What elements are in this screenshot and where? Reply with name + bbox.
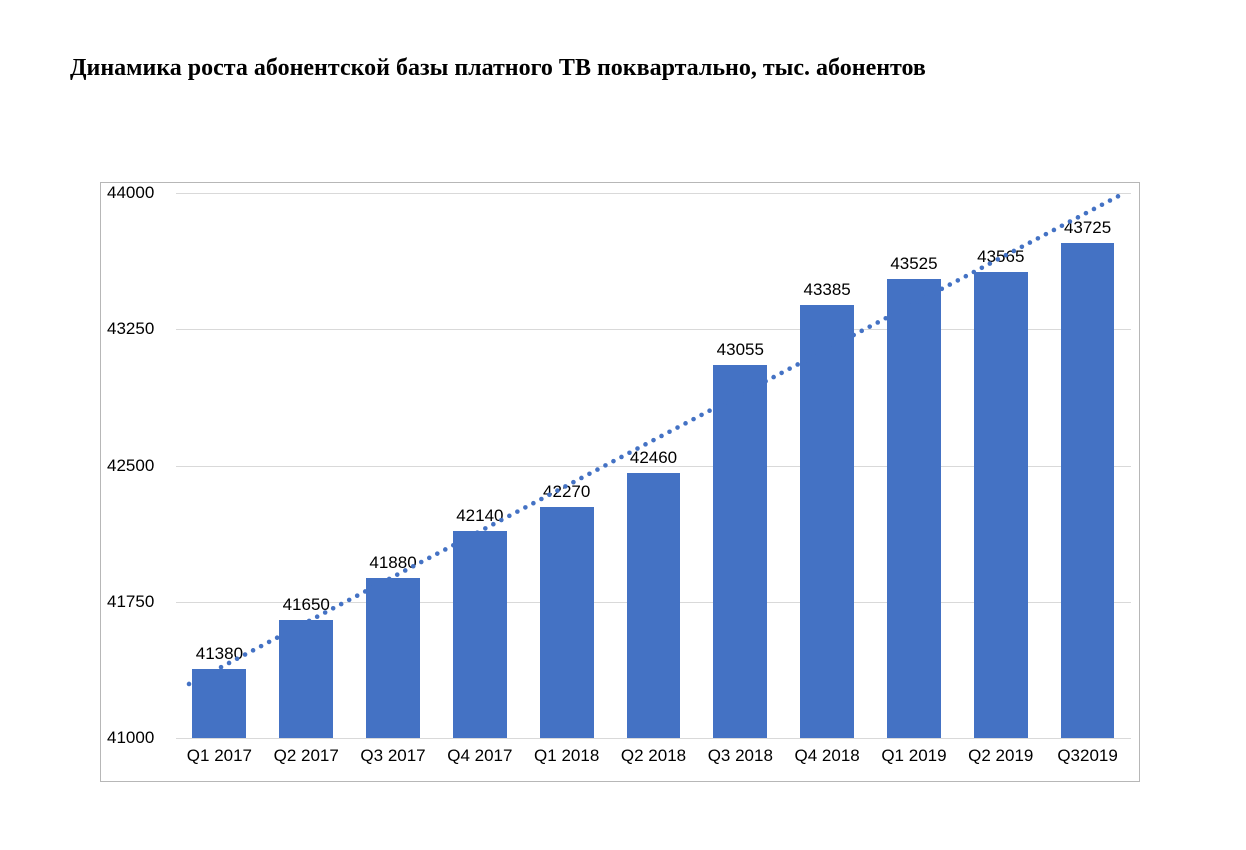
x-tick-label: Q3 2017 bbox=[360, 746, 425, 766]
page-title: Динамика роста абонентской базы платного… bbox=[70, 55, 926, 82]
x-tick-label: Q2 2019 bbox=[968, 746, 1033, 766]
x-tick-label: Q2 2018 bbox=[621, 746, 686, 766]
y-tick-label: 43250 bbox=[107, 319, 154, 339]
x-tick-label: Q32019 bbox=[1057, 746, 1118, 766]
bar-chart: 410004175042500432504400041380Q1 2017416… bbox=[100, 182, 1140, 782]
y-tick-label: 42500 bbox=[107, 456, 154, 476]
x-tick-label: Q1 2019 bbox=[881, 746, 946, 766]
gridline bbox=[176, 738, 1131, 739]
x-tick-label: Q1 2018 bbox=[534, 746, 599, 766]
x-tick-label: Q1 2017 bbox=[187, 746, 252, 766]
y-tick-label: 41750 bbox=[107, 592, 154, 612]
x-tick-label: Q3 2018 bbox=[708, 746, 773, 766]
x-tick-label: Q4 2017 bbox=[447, 746, 512, 766]
plot-area: 410004175042500432504400041380Q1 2017416… bbox=[176, 193, 1131, 738]
y-tick-label: 44000 bbox=[107, 183, 154, 203]
x-tick-label: Q4 2018 bbox=[795, 746, 860, 766]
x-tick-label: Q2 2017 bbox=[274, 746, 339, 766]
trendline bbox=[176, 193, 1131, 738]
y-tick-label: 41000 bbox=[107, 728, 154, 748]
